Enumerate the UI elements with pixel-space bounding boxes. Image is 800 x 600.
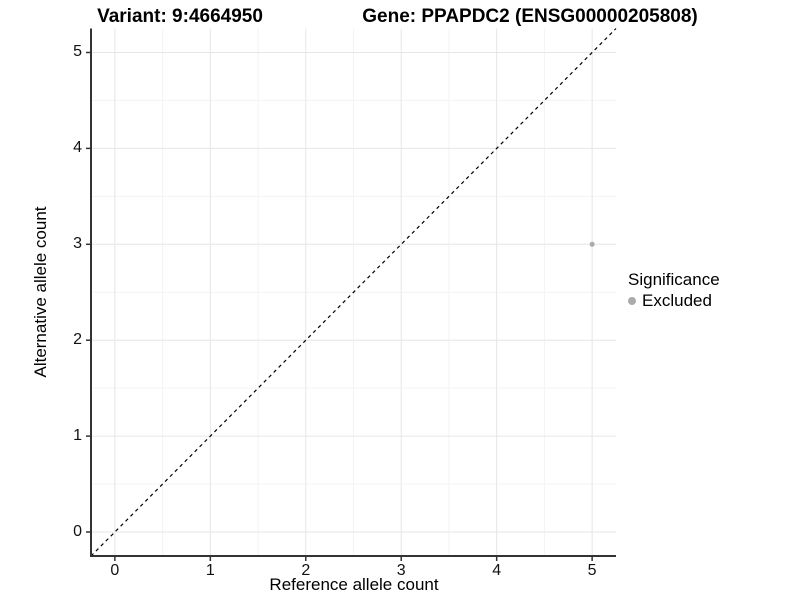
x-tick-label: 2 [301, 562, 311, 579]
x-axis-title: Reference allele count [269, 575, 439, 594]
legend-title: Significance [628, 270, 720, 289]
x-tick-label: 0 [110, 562, 120, 579]
y-tick-label: 3 [73, 235, 82, 253]
legend-item-label: Excluded [642, 291, 712, 310]
x-tick-label: 4 [492, 562, 502, 579]
plot-title-gene: Gene: PPAPDC2 (ENSG00000205808) [362, 6, 698, 27]
x-tick-label: 5 [587, 562, 597, 579]
data-point [589, 241, 595, 247]
legend-point-icon [628, 297, 636, 305]
identity-dashed-line [90, 28, 617, 557]
y-tick-label: 4 [73, 139, 82, 157]
y-axis-title: Alternative allele count [31, 206, 50, 378]
y-tick-label: 5 [73, 43, 82, 61]
x-tick-label: 3 [396, 562, 406, 579]
legend: Significance Excluded [628, 270, 720, 311]
plot-title-variant: Variant: 9:4664950 [97, 6, 263, 27]
legend-item-excluded: Excluded [628, 291, 720, 311]
x-tick-label: 1 [205, 562, 215, 579]
y-tick-label: 1 [73, 427, 82, 445]
y-tick-label: 2 [73, 331, 82, 349]
y-tick-label: 0 [73, 523, 82, 541]
